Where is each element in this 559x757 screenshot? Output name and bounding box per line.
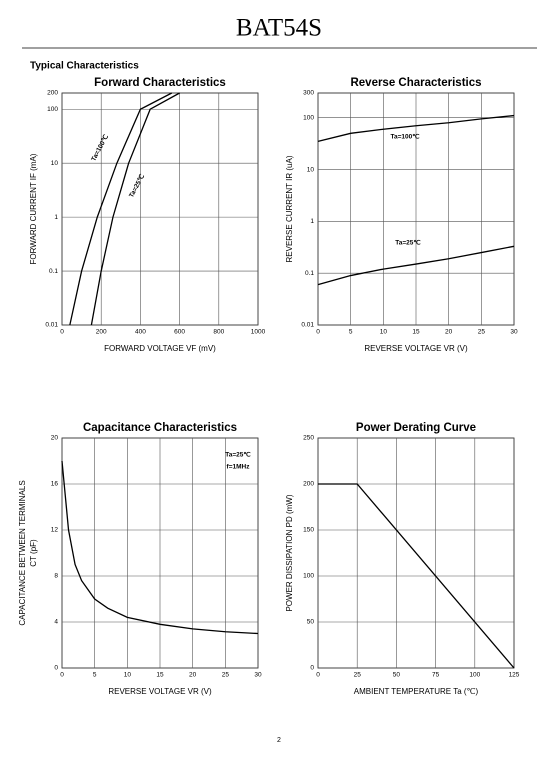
y-axis-label: FORWARD CURRENT IF (mA) xyxy=(29,153,38,264)
page-number: 2 xyxy=(277,737,281,744)
x-tick-label: 25 xyxy=(478,329,486,336)
x-tick-label: 10 xyxy=(380,329,388,336)
y-tick-label: 300 xyxy=(303,90,314,97)
chart-title: Reverse Characteristics xyxy=(350,77,481,89)
y-axis-label: CT (pF) xyxy=(29,539,38,567)
y-tick-label: 0.1 xyxy=(49,268,58,275)
curve-label: Ta=25℃ xyxy=(395,239,421,247)
x-tick-label: 1000 xyxy=(251,329,266,336)
x-axis-label: FORWARD VOLTAGE VF (mV) xyxy=(104,344,216,353)
chart-title: Power Derating Curve xyxy=(356,422,476,434)
x-tick-label: 15 xyxy=(412,329,420,336)
y-axis-label: CAPACITANCE BETWEEN TERMINALS xyxy=(18,480,27,625)
page-title: BAT54S xyxy=(236,15,322,42)
x-tick-label: 15 xyxy=(156,672,164,679)
y-tick-label: 250 xyxy=(303,435,314,442)
x-tick-label: 0 xyxy=(316,672,320,679)
x-tick-label: 0 xyxy=(60,672,64,679)
y-tick-label: 100 xyxy=(303,114,314,121)
curve xyxy=(69,92,173,326)
x-tick-label: 125 xyxy=(509,672,520,679)
curve xyxy=(317,114,515,142)
y-tick-label: 0 xyxy=(310,665,314,672)
x-tick-label: 0 xyxy=(60,329,64,336)
x-axis-label: REVERSE VOLTAGE VR (V) xyxy=(364,344,468,353)
y-tick-label: 1 xyxy=(310,218,314,225)
x-tick-label: 50 xyxy=(393,672,401,679)
x-tick-label: 600 xyxy=(174,329,185,336)
x-tick-label: 30 xyxy=(254,672,262,679)
curve-label: Ta=100℃ xyxy=(390,133,420,141)
y-tick-label: 0 xyxy=(54,665,58,672)
y-tick-label: 0.01 xyxy=(301,322,314,329)
curve xyxy=(318,483,515,669)
x-tick-label: 200 xyxy=(96,329,107,336)
y-tick-label: 0.01 xyxy=(45,322,58,329)
x-tick-label: 800 xyxy=(213,329,224,336)
y-tick-label: 8 xyxy=(54,573,58,580)
x-axis-label: AMBIENT TEMPERATURE Ta (℃) xyxy=(354,687,479,696)
plot-area xyxy=(61,92,259,326)
y-tick-label: 150 xyxy=(303,527,314,534)
curve xyxy=(90,92,180,326)
x-tick-label: 30 xyxy=(510,329,518,336)
curve xyxy=(317,245,515,286)
x-tick-label: 20 xyxy=(189,672,197,679)
y-tick-label: 100 xyxy=(47,106,58,113)
x-tick-label: 20 xyxy=(445,329,453,336)
chart-title: Capacitance Characteristics xyxy=(83,422,237,434)
section-title: Typical Characteristics xyxy=(30,61,139,72)
x-tick-label: 25 xyxy=(354,672,362,679)
x-axis-label: REVERSE VOLTAGE VR (V) xyxy=(108,687,212,696)
y-axis-label: REVERSE CURRENT IR (uA) xyxy=(285,155,294,262)
y-axis-label: POWER DISSIPATION PD (mW) xyxy=(285,494,294,611)
y-tick-label: 10 xyxy=(307,166,315,173)
x-tick-label: 100 xyxy=(469,672,480,679)
y-tick-label: 10 xyxy=(51,160,59,167)
x-tick-label: 75 xyxy=(432,672,440,679)
x-tick-label: 25 xyxy=(222,672,230,679)
y-tick-label: 4 xyxy=(54,619,58,626)
curve xyxy=(61,460,259,635)
y-tick-label: 16 xyxy=(51,481,59,488)
y-tick-label: 200 xyxy=(303,481,314,488)
annotation: Ta=25℃ xyxy=(225,451,251,459)
y-tick-label: 1 xyxy=(54,214,58,221)
x-tick-label: 5 xyxy=(93,672,97,679)
x-tick-label: 5 xyxy=(349,329,353,336)
chart-title: Forward Characteristics xyxy=(94,77,226,89)
y-tick-label: 100 xyxy=(303,573,314,580)
annotation: f=1MHz xyxy=(227,464,251,471)
y-tick-label: 12 xyxy=(51,527,59,534)
x-tick-label: 400 xyxy=(135,329,146,336)
y-tick-label: 0.1 xyxy=(305,270,314,277)
y-tick-label: 20 xyxy=(51,435,59,442)
x-tick-label: 10 xyxy=(124,672,132,679)
x-tick-label: 0 xyxy=(316,329,320,336)
y-tick-label: 200 xyxy=(47,90,58,97)
y-tick-label: 50 xyxy=(307,619,315,626)
